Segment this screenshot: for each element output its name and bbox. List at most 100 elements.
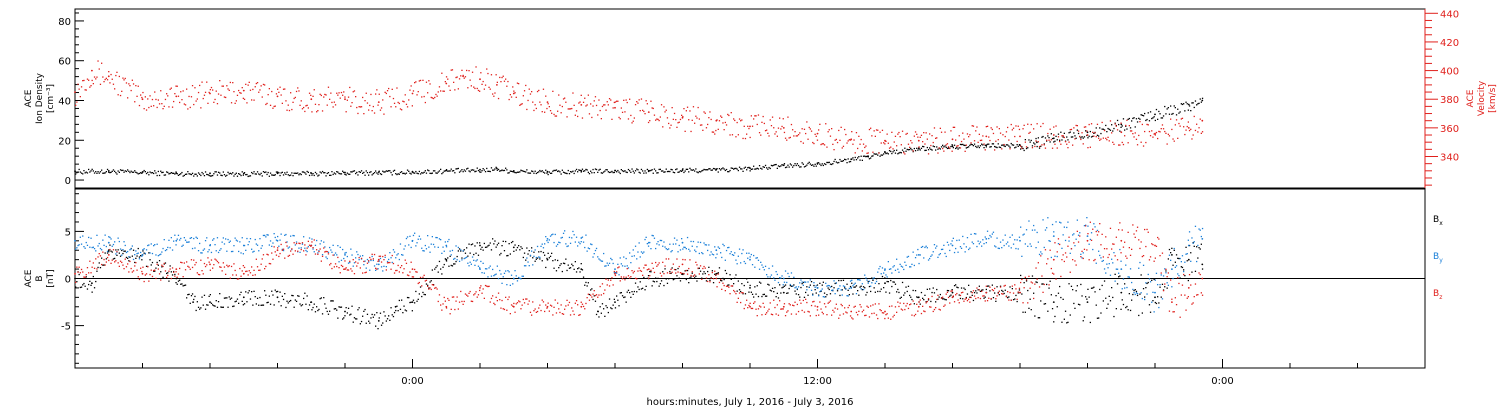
data-dot	[981, 139, 983, 141]
data-dot	[792, 129, 794, 131]
data-dot	[807, 162, 809, 165]
data-dot	[1047, 135, 1049, 137]
data-dot	[169, 88, 171, 90]
data-point	[445, 244, 448, 247]
data-dot	[216, 103, 219, 105]
data-dot	[399, 171, 402, 174]
data-dot	[476, 259, 478, 261]
data-dot	[580, 263, 582, 265]
data-dot	[935, 149, 937, 151]
data-dot	[1003, 292, 1005, 295]
data-dot	[208, 91, 210, 94]
data-dot	[610, 279, 612, 281]
data-dot	[836, 162, 839, 164]
data-point	[175, 239, 178, 242]
data-dot	[788, 287, 790, 290]
data-dot	[217, 93, 220, 95]
data-dot	[1142, 264, 1145, 266]
data-dot	[1142, 288, 1145, 290]
data-dot	[855, 132, 858, 134]
data-dot	[104, 264, 106, 266]
data-dot	[1003, 244, 1005, 247]
data-dot	[650, 169, 652, 172]
data-dot	[1029, 131, 1031, 133]
data-dot	[621, 265, 624, 267]
data-dot	[668, 122, 670, 125]
data-dot	[665, 258, 667, 260]
data-dot	[591, 243, 593, 246]
data-dot	[1038, 145, 1041, 148]
data-dot	[1049, 240, 1051, 242]
data-dot	[718, 247, 721, 249]
data-dot	[467, 262, 469, 264]
data-dot	[1018, 287, 1021, 289]
data-dot	[284, 172, 286, 174]
data-dot	[849, 280, 852, 282]
data-dot	[786, 166, 788, 168]
data-dot	[124, 170, 126, 172]
data-dot	[503, 250, 506, 252]
data-dot	[514, 311, 516, 313]
data-dot	[1055, 125, 1057, 127]
data-dot	[956, 292, 958, 295]
data-dot	[1057, 243, 1060, 245]
data-dot	[247, 175, 249, 178]
data-dot	[1113, 127, 1115, 130]
data-dot	[639, 269, 641, 272]
data-dot	[1120, 126, 1122, 128]
data-dot	[887, 281, 889, 283]
data-dot	[875, 129, 878, 131]
data-dot	[831, 285, 833, 288]
data-point	[1086, 301, 1089, 303]
data-dot	[240, 92, 242, 94]
data-dot	[1161, 124, 1164, 126]
data-dot	[1086, 130, 1088, 132]
data-dot	[960, 143, 963, 146]
data-dot	[380, 107, 383, 109]
data-dot	[769, 167, 771, 170]
x-tick-label: 0:00	[401, 376, 423, 387]
data-dot	[1093, 286, 1095, 288]
data-dot	[818, 129, 820, 131]
data-dot	[357, 174, 359, 176]
data-point	[782, 291, 785, 294]
data-dot	[149, 259, 151, 261]
data-dot	[352, 170, 354, 172]
data-dot	[559, 104, 561, 106]
data-dot	[414, 302, 416, 304]
data-dot	[177, 174, 180, 176]
data-point	[310, 301, 313, 303]
data-dot	[129, 85, 131, 87]
data-dot	[819, 282, 821, 284]
data-dot	[698, 170, 700, 173]
data-dot	[542, 251, 545, 254]
data-dot	[796, 163, 798, 165]
data-dot	[150, 264, 152, 266]
data-dot	[617, 169, 619, 172]
data-dot	[1089, 321, 1091, 324]
data-dot	[959, 143, 962, 146]
data-dot	[1125, 255, 1127, 257]
data-dot	[1196, 123, 1198, 125]
data-dot	[1107, 256, 1109, 259]
data-dot	[89, 246, 91, 248]
data-point	[445, 258, 448, 261]
data-dot	[800, 166, 802, 168]
data-dot	[917, 149, 919, 151]
data-dot	[334, 252, 337, 254]
data-dot	[807, 294, 809, 296]
data-dot	[925, 302, 927, 304]
data-dot	[777, 314, 780, 316]
data-dot	[424, 101, 426, 104]
data-dot	[744, 262, 747, 265]
data-dot	[625, 171, 627, 173]
data-dot	[696, 171, 698, 173]
data-dot	[93, 248, 96, 250]
data-dot	[986, 285, 989, 287]
data-dot	[1178, 122, 1180, 125]
data-dot	[703, 242, 705, 244]
data-dot	[1118, 272, 1120, 274]
data-dot	[1001, 293, 1003, 295]
data-dot	[351, 305, 353, 307]
data-dot	[896, 149, 898, 151]
